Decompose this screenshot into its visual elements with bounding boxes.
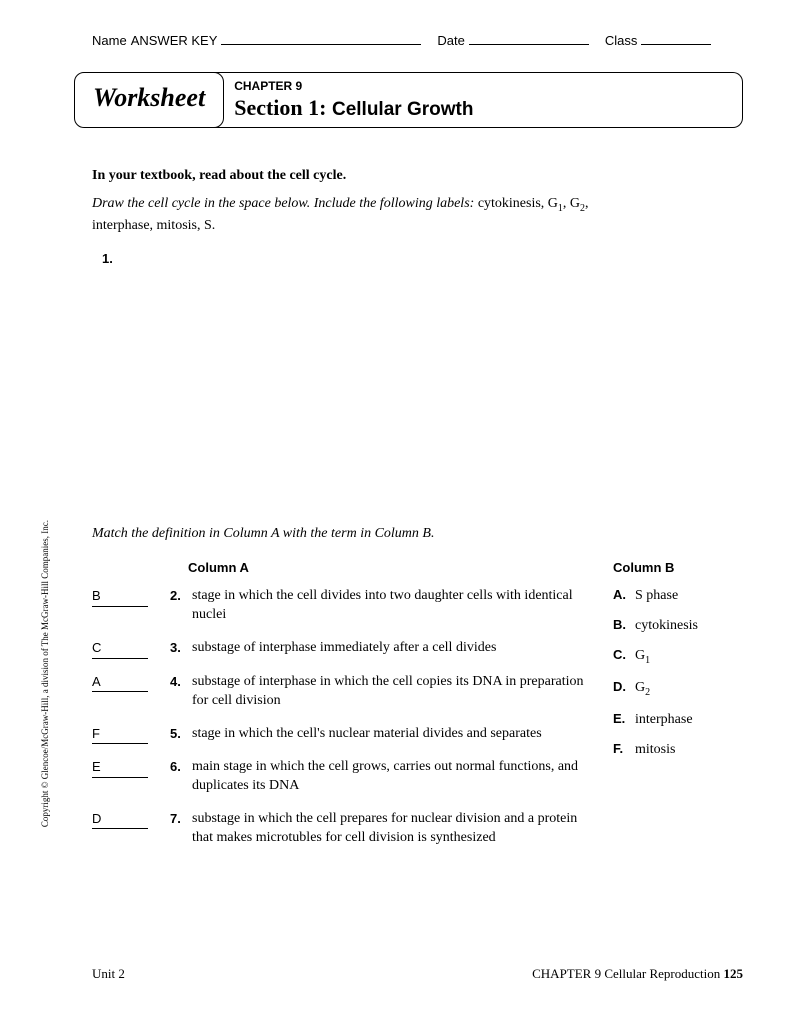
instruction-draw: Draw the cell cycle in the space below. … (92, 194, 743, 216)
term-row: E.interphase (613, 711, 743, 728)
date-blank (469, 32, 589, 45)
term-letter: E. (613, 711, 635, 726)
term-text: mitosis (635, 742, 675, 758)
worksheet-title: Worksheet (74, 72, 224, 128)
question-row: F 5. stage in which the cell's nuclear mat… (92, 725, 593, 745)
question-number: 5. (170, 725, 186, 743)
footer-left: Unit 2 (92, 966, 125, 982)
footer-right: CHAPTER 9 Cellular Reproduction 125 (532, 966, 743, 982)
term-subscript: 1 (645, 655, 650, 666)
question-number: 4. (170, 673, 186, 691)
col-a-head: Column A (188, 560, 593, 575)
term-text: interphase (635, 712, 693, 728)
name-value: ANSWER KEY (131, 33, 218, 48)
question-text: main stage in which the cell grows, carr… (192, 758, 593, 796)
term-row: B.cytokinesis (613, 617, 743, 634)
question-text: stage in which the cell divides into two… (192, 587, 593, 625)
comma2: , (585, 196, 589, 211)
header-fields: Name ANSWER KEY Date Class (92, 32, 743, 48)
question-text: substage of interphase in which the cell… (192, 673, 593, 711)
section-name: Cellular Growth (332, 99, 473, 120)
question-row: A 4. substage of interphase in which the c… (92, 673, 593, 711)
section-prefix: Section 1: (234, 95, 326, 120)
labels-plain: cytokinesis, G (474, 196, 558, 211)
column-b: Column B A.S phaseB.cytokinesisC.G1D.G2E… (613, 560, 743, 861)
instruction-line2: interphase, mitosis, S. (92, 216, 743, 236)
q1-number: 1. (102, 251, 743, 266)
class-label: Class (605, 33, 638, 48)
answer-blank: C (92, 639, 148, 659)
term-text: cytokinesis (635, 618, 698, 634)
term-row: A.S phase (613, 587, 743, 604)
term-text: S phase (635, 588, 678, 604)
term-row: D.G2 (613, 679, 743, 698)
answer-blank: B (92, 587, 148, 607)
term-letter: A. (613, 587, 635, 602)
answer-blank: E (92, 758, 148, 778)
question-text: stage in which the cell's nuclear materi… (192, 725, 593, 744)
col-b-head: Column B (613, 560, 743, 575)
question-text: substage in which the cell prepares for … (192, 810, 593, 848)
question-row: C 3. substage of interphase immediately af… (92, 639, 593, 659)
footer-chapter: CHAPTER 9 Cellular Reproduction (532, 966, 723, 981)
term-letter: C. (613, 647, 635, 662)
copyright-text: Copyright © Glencoe/McGraw-Hill, a divis… (40, 520, 50, 827)
question-text: substage of interphase immediately after… (192, 639, 593, 658)
question-number: 3. (170, 639, 186, 657)
date-label: Date (437, 33, 464, 48)
term-row: C.G1 (613, 647, 743, 666)
question-number: 6. (170, 758, 186, 776)
section-title: Section 1: Cellular Growth (234, 95, 726, 121)
section-box: CHAPTER 9 Section 1: Cellular Growth (194, 72, 743, 128)
footer: Unit 2 CHAPTER 9 Cellular Reproduction 1… (92, 966, 743, 982)
drawing-space (92, 266, 743, 526)
name-label: Name (92, 33, 127, 48)
term-letter: B. (613, 617, 635, 632)
answer-blank: F (92, 725, 148, 745)
answer-blank: D (92, 810, 148, 830)
name-blank (221, 32, 421, 45)
question-number: 7. (170, 810, 186, 828)
instruction-bold: In your textbook, read about the cell cy… (92, 168, 743, 184)
term-text: G1 (635, 648, 650, 666)
term-letter: F. (613, 741, 635, 756)
match-columns: Column A B 2. stage in which the cell divi… (92, 560, 743, 861)
question-row: D 7. substage in which the cell prepares f… (92, 810, 593, 848)
question-row: B 2. stage in which the cell divides into … (92, 587, 593, 625)
copyright: Copyright © Glencoe/McGraw-Hill, a divis… (40, 180, 50, 520)
term-row: F.mitosis (613, 741, 743, 758)
chapter-label: CHAPTER 9 (234, 79, 726, 93)
answer-blank: A (92, 673, 148, 693)
instr-italic: Draw the cell cycle in the space below. … (92, 196, 474, 211)
question-row: E 6. main stage in which the cell grows, c… (92, 758, 593, 796)
page-number: 125 (724, 966, 744, 981)
class-blank (641, 32, 711, 45)
question-number: 2. (170, 587, 186, 605)
term-letter: D. (613, 679, 635, 694)
column-a: Column A B 2. stage in which the cell divi… (92, 560, 593, 861)
term-text: G2 (635, 680, 650, 698)
title-block: Worksheet CHAPTER 9 Section 1: Cellular … (64, 72, 743, 128)
term-subscript: 2 (645, 687, 650, 698)
comma1: , G (563, 196, 580, 211)
match-instruction: Match the definition in Column A with th… (92, 526, 743, 542)
